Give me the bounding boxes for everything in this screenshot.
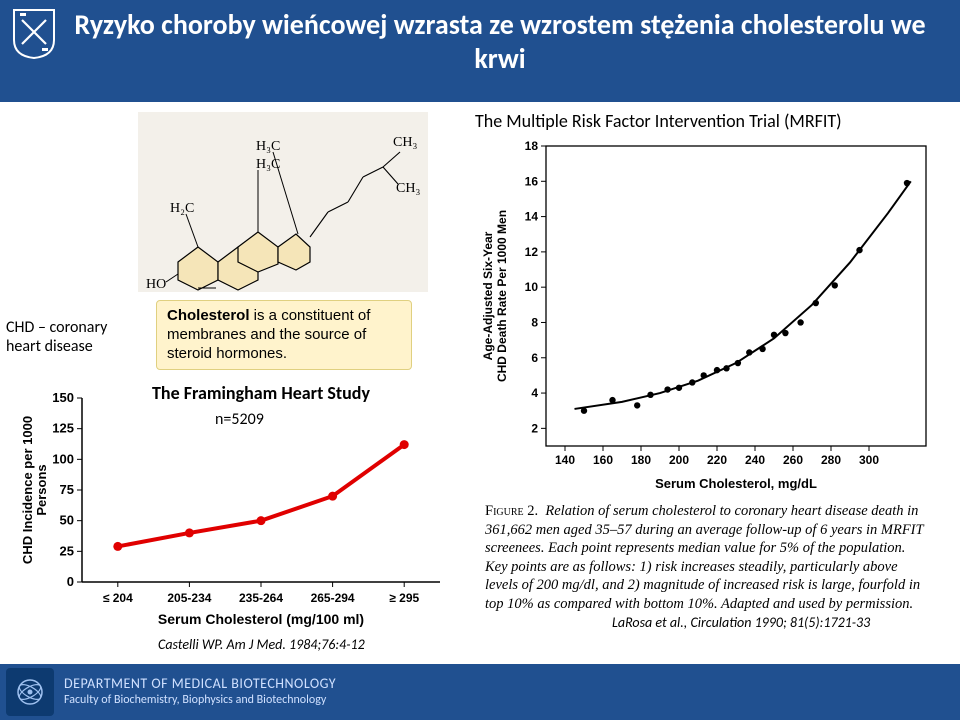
svg-text:265-294: 265-294	[311, 591, 355, 605]
footer-line2: Faculty of Biochemistry, Biophysics and …	[64, 693, 336, 707]
footer-dept-logo	[6, 668, 54, 716]
svg-text:125: 125	[52, 421, 74, 436]
svg-text:4: 4	[531, 386, 538, 400]
svg-text:Serum Cholesterol (mg/100 ml): Serum Cholesterol (mg/100 ml)	[158, 611, 364, 627]
svg-text:Age-Adjusted Six-YearCHD Death: Age-Adjusted Six-YearCHD Death Rate Per …	[481, 210, 509, 382]
cholesterol-info-callout: Cholesterol is a constituent of membrane…	[156, 300, 412, 370]
svg-text:140: 140	[555, 453, 575, 467]
svg-text:Serum Cholesterol, mg/dL: Serum Cholesterol, mg/dL	[655, 476, 817, 491]
svg-text:12: 12	[525, 245, 539, 259]
infobox-bold: Cholesterol	[167, 307, 250, 324]
cholesterol-molecule-illustration: H₃C H₃C CH₃ CH₃ H₂C HO	[138, 112, 428, 292]
svg-text:6: 6	[531, 351, 538, 365]
svg-text:150: 150	[52, 390, 74, 405]
svg-text:260: 260	[783, 453, 803, 467]
svg-text:180: 180	[631, 453, 651, 467]
svg-text:220: 220	[707, 453, 727, 467]
svg-text:2: 2	[531, 421, 538, 435]
citation-larosa: LaRosa et al., Circulation 1990; 81(5):1…	[612, 614, 870, 631]
svg-text:H₃C: H₃C	[256, 139, 280, 154]
citation-castelli: Castelli WP. Am J Med. 1984;76:4-12	[158, 636, 365, 653]
svg-text:100: 100	[52, 451, 74, 466]
svg-text:200: 200	[669, 453, 689, 467]
svg-text:280: 280	[821, 453, 841, 467]
svg-text:25: 25	[60, 543, 74, 558]
svg-text:16: 16	[525, 174, 539, 188]
mrfit-chart: 2 4 6 8 10 12 14 16 18 140 160 180 200 220 240 260 280 30…	[480, 136, 940, 496]
footer-line1: DEPARTMENT OF MEDICAL BIOTECHNOLOGY	[64, 676, 336, 693]
university-shield-logo	[12, 8, 56, 60]
svg-text:50: 50	[60, 513, 74, 528]
svg-text:0: 0	[67, 574, 74, 589]
svg-text:≤ 204: ≤ 204	[103, 591, 133, 605]
caption-body: Relation of serum cholesterol to coronar…	[485, 503, 923, 612]
svg-text:CH₃: CH₃	[393, 135, 417, 150]
svg-text:CH₃: CH₃	[396, 181, 420, 196]
chd-abbrev-label: CHD – coronary heart disease	[6, 318, 107, 356]
svg-text:205-234: 205-234	[167, 591, 211, 605]
footer-band: DEPARTMENT OF MEDICAL BIOTECHNOLOGY Facu…	[0, 664, 960, 720]
svg-text:75: 75	[60, 482, 74, 497]
svg-text:≥ 295: ≥ 295	[389, 591, 419, 605]
slide-title: Ryzyko choroby wieńcowej wzrasta ze wzro…	[70, 8, 930, 75]
svg-text:CHD Incidence per 1000Persons: CHD Incidence per 1000Persons	[20, 416, 49, 564]
svg-text:10: 10	[525, 280, 539, 294]
svg-text:160: 160	[593, 453, 613, 467]
svg-text:300: 300	[859, 453, 879, 467]
svg-text:H₂C: H₂C	[170, 201, 194, 216]
figure2-caption: Figure 2. Relation of serum cholesterol …	[485, 502, 930, 613]
footer-text: DEPARTMENT OF MEDICAL BIOTECHNOLOGY Facu…	[64, 676, 336, 707]
chd-line1: CHD – coronary	[6, 318, 107, 337]
svg-text:HO: HO	[146, 277, 166, 292]
mrfit-study-label: The Multiple Risk Factor Intervention Tr…	[475, 110, 842, 132]
svg-text:18: 18	[525, 139, 539, 153]
svg-text:235-264: 235-264	[239, 591, 283, 605]
svg-text:14: 14	[525, 210, 539, 224]
framingham-chart: 0 25 50 75 100 125 150 ≤ 204 205-234 235-264 265-2…	[20, 378, 450, 628]
chd-line2: heart disease	[6, 337, 93, 356]
svg-text:240: 240	[745, 453, 765, 467]
svg-text:8: 8	[531, 315, 538, 329]
